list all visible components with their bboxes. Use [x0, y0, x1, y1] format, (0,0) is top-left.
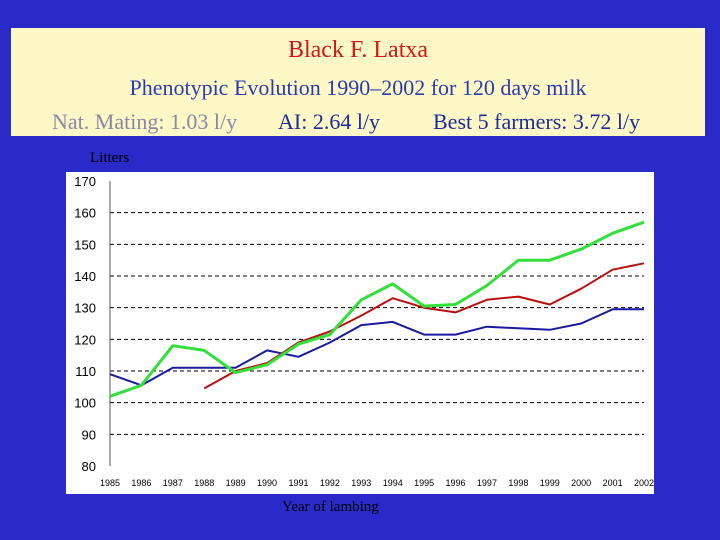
x-tick-label: 1992	[320, 478, 340, 488]
stat-nat-mating: Nat. Mating: 1.03 l/y	[52, 109, 238, 134]
y-tick-label: 140	[74, 269, 96, 284]
x-tick-label: 2000	[571, 478, 591, 488]
y-tick-label: 160	[74, 206, 96, 221]
series-line-1	[109, 308, 644, 387]
y-tick-label: 150	[74, 237, 96, 252]
title-box: Black F. Latxa Phenotypic Evolution 1990…	[11, 28, 705, 136]
x-axis-label: Year of lambing	[282, 499, 379, 515]
x-tick-label: 1989	[226, 478, 246, 488]
x-tick-label: 1994	[383, 478, 403, 488]
x-tick-label: 1997	[477, 478, 497, 488]
x-tick-label: 1991	[288, 478, 308, 488]
slide-title: Black F. Latxa	[287, 37, 429, 63]
slide-subtitle: Phenotypic Evolution 1990–2002 for 120 d…	[129, 75, 587, 100]
x-tick-label: 2002	[634, 478, 654, 488]
y-tick-label: 120	[74, 332, 96, 347]
y-tick-label: 110	[75, 364, 96, 379]
x-tick-label: 1993	[351, 478, 371, 488]
x-tick-label: 1990	[257, 478, 277, 488]
y-tick-label: 170	[74, 174, 96, 189]
x-tick-label: 1996	[446, 478, 466, 488]
x-tick-label: 1999	[540, 478, 560, 488]
x-tick-label: 1986	[131, 478, 151, 488]
x-tick-label: 1998	[508, 478, 528, 488]
stat-best5: Best 5 farmers: 3.72 l/y	[433, 109, 641, 134]
series-line-3	[109, 220, 645, 398]
x-tick-label: 1987	[163, 478, 183, 488]
x-tick-label: 1985	[100, 478, 120, 488]
stat-ai: AI: 2.64 l/y	[278, 109, 381, 134]
y-tick-label: 130	[74, 301, 96, 316]
y-tick-label: 90	[82, 427, 96, 442]
x-tick-label: 1988	[194, 478, 214, 488]
plot-background	[66, 172, 654, 494]
y-axis-label: Litters	[90, 150, 130, 166]
x-tick-label: 2001	[603, 478, 623, 488]
y-tick-label: 100	[74, 396, 96, 411]
x-tick-label: 1995	[414, 478, 434, 488]
y-tick-label: 80	[82, 459, 96, 474]
